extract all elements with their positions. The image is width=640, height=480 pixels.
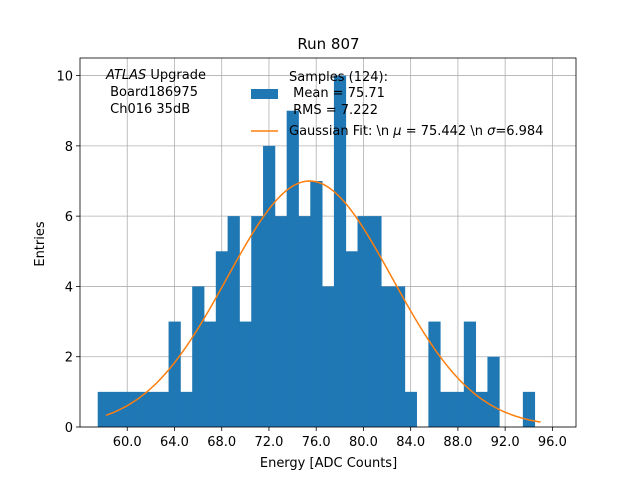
annotation-atlas-label: ATLAS	[105, 68, 146, 83]
histogram-bar	[487, 356, 500, 427]
y-axis-label: Entries	[33, 221, 48, 267]
legend-samples-swatch	[251, 89, 278, 99]
histogram-bar	[333, 75, 347, 428]
axes-frame	[79, 57, 577, 428]
histogram-bar	[452, 391, 465, 427]
x-tick-label: 92.0	[491, 435, 520, 450]
histogram-bar	[263, 145, 276, 427]
x-tick-label: 64.0	[160, 435, 189, 450]
histogram-bar	[109, 391, 122, 427]
annotation-board-label: Board186975	[106, 85, 198, 100]
chart-title: Run 807	[297, 35, 359, 53]
histogram-bar	[180, 391, 193, 427]
legend-fit-mu-symbol: μ	[392, 124, 401, 139]
histogram-bar	[440, 391, 453, 427]
y-tick-label: 10	[56, 70, 73, 85]
gaussian-fit-layer	[105, 180, 541, 423]
histogram-bar	[227, 216, 240, 427]
legend-samples-mean: Mean = 75.71	[289, 86, 385, 101]
histogram-bar	[357, 216, 370, 427]
y-tick-label: 0	[65, 421, 73, 436]
y-tick-label: 2	[65, 351, 73, 366]
histogram-bar	[286, 110, 299, 427]
histogram-bar	[322, 286, 335, 427]
x-tick-label: 68.0	[207, 435, 236, 450]
y-tick-label: 8	[65, 140, 73, 155]
x-tick-label: 84.0	[396, 435, 425, 450]
histogram-bar	[97, 391, 110, 427]
atlas-annotation: ATLAS Upgrade Board186975 Ch016 35dB	[105, 68, 206, 117]
histogram-bar	[404, 391, 417, 427]
legend-samples-rms: RMS = 7.222	[289, 103, 378, 118]
histogram-bar	[298, 216, 311, 427]
y-tick-label: 4	[65, 280, 73, 295]
legend-fit-sigma-symbol: σ	[487, 124, 496, 139]
annotation-line-1: ATLAS Upgrade	[105, 68, 206, 83]
legend-fit-prefix: Gaussian Fit: \n	[289, 124, 393, 139]
legend-fit-label: Gaussian Fit: \n μ = 75.442 \n σ=6.984	[289, 124, 543, 139]
histogram-bar	[475, 391, 488, 427]
x-axis-label: Energy [ADC Counts]	[260, 456, 397, 471]
histogram-bar	[251, 216, 264, 427]
histogram-bar	[144, 391, 158, 427]
x-tick-label: 96.0	[538, 435, 567, 450]
x-tick-label: 60.0	[113, 435, 142, 450]
histogram-bar	[369, 216, 382, 427]
y-tick-label: 6	[65, 210, 73, 225]
x-tick-label: 88.0	[443, 435, 472, 450]
histogram-bar	[215, 251, 229, 427]
histogram-bar	[239, 321, 252, 427]
histogram-bar	[522, 391, 536, 427]
histogram-bar	[463, 321, 477, 427]
histogram-bar	[392, 286, 406, 427]
legend-fit-sigma-value: =6.984	[495, 124, 543, 139]
gaussian-fit-curve	[105, 180, 541, 423]
histogram-bar	[345, 251, 358, 427]
annotation-channel-label: Ch016 35dB	[106, 102, 190, 117]
axes-border	[79, 57, 577, 428]
histogram-bar	[310, 181, 323, 427]
x-tick-label: 80.0	[349, 435, 378, 450]
legend: Samples (124): Mean = 75.71 RMS = 7.222 …	[251, 70, 543, 139]
legend-fit-mu-value: = 75.442 \n	[402, 124, 488, 139]
histogram-bar	[168, 321, 181, 427]
histogram-bar	[121, 391, 134, 427]
x-tick-label: 72.0	[254, 435, 283, 450]
legend-samples-title: Samples (124):	[289, 70, 388, 85]
histogram-bar	[381, 286, 394, 427]
tick-layer: 60.0 64.0 68.0 72.0 76.0 80.0 84.0 88.0 92.0 96.0…	[56, 70, 566, 450]
histogram-bar	[192, 286, 205, 427]
histogram-bar	[156, 391, 169, 427]
histogram-bar	[274, 216, 288, 427]
annotation-upgrade-label: Upgrade	[146, 68, 206, 83]
x-tick-label: 76.0	[302, 435, 331, 450]
histogram-bar	[428, 321, 441, 427]
histogram-bar	[204, 321, 217, 427]
histogram-bars	[97, 75, 536, 428]
